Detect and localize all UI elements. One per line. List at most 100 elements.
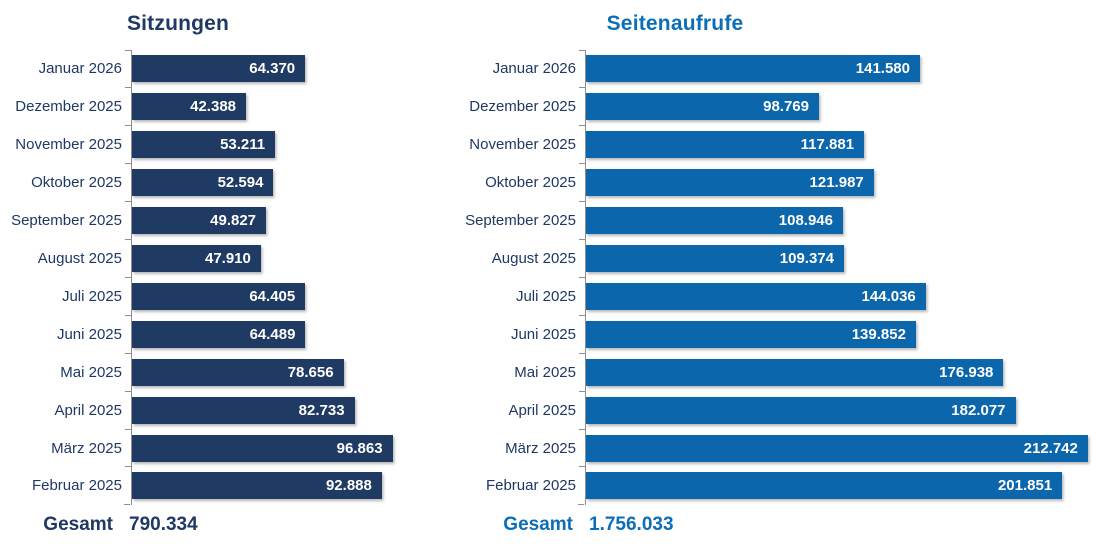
chart-row: August 2025 109.374 xyxy=(460,239,1105,278)
chart-row: Juli 2025 144.036 xyxy=(460,276,1105,316)
category-label: Januar 2026 xyxy=(38,60,122,78)
chart-row: Januar 2026 141.580 xyxy=(460,49,1105,88)
bar-value-label: 182.077 xyxy=(951,401,1006,419)
category-label: Januar 2026 xyxy=(492,60,576,78)
chart-row: Februar 2025 201.851 xyxy=(460,466,1105,505)
bar: 141.580 xyxy=(586,55,920,83)
bar: 212.742 xyxy=(586,434,1088,462)
bar-value-label: 141.580 xyxy=(855,60,910,78)
chart-row: Mai 2025 176.938 xyxy=(460,352,1105,392)
bar: 139.852 xyxy=(586,320,916,348)
sitzungen-chart: Sitzungen Januar 2026 64.370 Dezember 20… xyxy=(0,0,460,558)
plot-area: 49.827 xyxy=(125,201,401,240)
plot-area: 117.881 xyxy=(579,125,1105,164)
plot-area: 64.370 xyxy=(125,49,401,88)
category-label: Juli 2025 xyxy=(515,287,576,305)
plot-area: 176.938 xyxy=(579,352,1105,392)
bar: 78.656 xyxy=(132,358,344,386)
plot-area: 109.374 xyxy=(579,239,1105,278)
chart-row: April 2025 182.077 xyxy=(460,390,1105,430)
plot-area: 96.863 xyxy=(125,428,401,467)
bar: 53.211 xyxy=(132,131,276,159)
category-label: Juni 2025 xyxy=(56,325,122,343)
bar: 49.827 xyxy=(132,207,267,235)
bar: 42.388 xyxy=(132,93,247,121)
chart-row: Dezember 2025 98.769 xyxy=(460,87,1105,126)
plot-area: 141.580 xyxy=(579,49,1105,88)
bar-value-label: 52.594 xyxy=(217,174,264,192)
category-label: September 2025 xyxy=(11,212,122,230)
category-label: April 2025 xyxy=(54,401,122,419)
bar-value-label: 176.938 xyxy=(939,363,994,381)
plot-area: 82.733 xyxy=(125,390,401,430)
bar-value-label: 78.656 xyxy=(287,363,334,381)
chart-row: Juni 2025 139.852 xyxy=(460,314,1105,354)
chart-row: Dezember 2025 42.388 xyxy=(0,87,401,126)
seitenaufrufe-chart-title: Seitenaufrufe xyxy=(606,12,744,35)
bar: 82.733 xyxy=(132,396,355,424)
bar: 64.370 xyxy=(132,55,306,83)
bar-value-label: 82.733 xyxy=(298,401,345,419)
chart-row: Januar 2026 64.370 xyxy=(0,49,401,88)
plot-area: 144.036 xyxy=(579,276,1105,316)
bar-value-label: 64.405 xyxy=(249,287,296,305)
bar: 64.405 xyxy=(132,282,306,310)
bar-value-label: 47.910 xyxy=(204,249,251,267)
seitenaufrufe-chart: Seitenaufrufe Januar 2026 141.580 Dezemb… xyxy=(460,0,1107,558)
sitzungen-total-row: Gesamt 790.334 xyxy=(0,514,198,536)
seitenaufrufe-bar-rows: Januar 2026 141.580 Dezember 2025 98.769… xyxy=(460,49,1105,505)
category-label: April 2025 xyxy=(508,401,576,419)
plot-area: 92.888 xyxy=(125,466,401,505)
category-label: Oktober 2025 xyxy=(31,174,122,192)
bar-value-label: 121.987 xyxy=(809,174,864,192)
total-label: Gesamt xyxy=(43,514,113,535)
bar: 201.851 xyxy=(586,472,1063,500)
chart-row: Oktober 2025 121.987 xyxy=(460,163,1105,202)
chart-row: September 2025 49.827 xyxy=(0,201,401,240)
chart-row: Februar 2025 92.888 xyxy=(0,466,401,505)
plot-area: 139.852 xyxy=(579,314,1105,354)
plot-area: 47.910 xyxy=(125,239,401,278)
chart-row: November 2025 117.881 xyxy=(460,125,1105,164)
bar-value-label: 109.374 xyxy=(779,249,835,267)
bar: 108.946 xyxy=(586,207,843,235)
category-label: März 2025 xyxy=(51,439,122,457)
category-label: August 2025 xyxy=(491,249,576,267)
category-label: Februar 2025 xyxy=(31,477,122,495)
category-label: Juli 2025 xyxy=(61,287,122,305)
plot-area: 201.851 xyxy=(579,466,1105,505)
bar-value-label: 201.851 xyxy=(997,477,1053,495)
bar: 47.910 xyxy=(132,244,261,272)
chart-row: Oktober 2025 52.594 xyxy=(0,163,401,202)
bar-value-label: 144.036 xyxy=(861,287,916,305)
bar: 121.987 xyxy=(586,169,874,197)
chart-row: Juli 2025 64.405 xyxy=(0,276,401,316)
bar: 92.888 xyxy=(132,472,382,500)
seitenaufrufe-total-row: Gesamt 1.756.033 xyxy=(460,514,673,536)
category-label: Mai 2025 xyxy=(514,363,576,381)
total-value: 790.334 xyxy=(129,514,198,535)
bar: 144.036 xyxy=(586,282,926,310)
plot-area: 121.987 xyxy=(579,163,1105,202)
plot-area: 52.594 xyxy=(125,163,401,202)
bar: 96.863 xyxy=(132,434,393,462)
plot-area: 78.656 xyxy=(125,352,401,392)
plot-area: 212.742 xyxy=(579,428,1105,467)
bar-value-label: 212.742 xyxy=(1023,439,1078,457)
bar: 52.594 xyxy=(132,169,274,197)
bar-value-label: 117.881 xyxy=(800,136,855,154)
total-label: Gesamt xyxy=(503,514,573,535)
category-label: Oktober 2025 xyxy=(485,174,576,192)
category-label: August 2025 xyxy=(37,249,122,267)
category-label: November 2025 xyxy=(469,136,576,154)
chart-row: April 2025 82.733 xyxy=(0,390,401,430)
chart-row: Juni 2025 64.489 xyxy=(0,314,401,354)
category-label: November 2025 xyxy=(15,136,122,154)
category-label: März 2025 xyxy=(505,439,576,457)
chart-row: August 2025 47.910 xyxy=(0,239,401,278)
plot-area: 64.489 xyxy=(125,314,401,354)
sitzungen-bar-rows: Januar 2026 64.370 Dezember 2025 42.388 … xyxy=(0,49,401,505)
bar-value-label: 108.946 xyxy=(778,212,833,230)
plot-area: 108.946 xyxy=(579,201,1105,240)
